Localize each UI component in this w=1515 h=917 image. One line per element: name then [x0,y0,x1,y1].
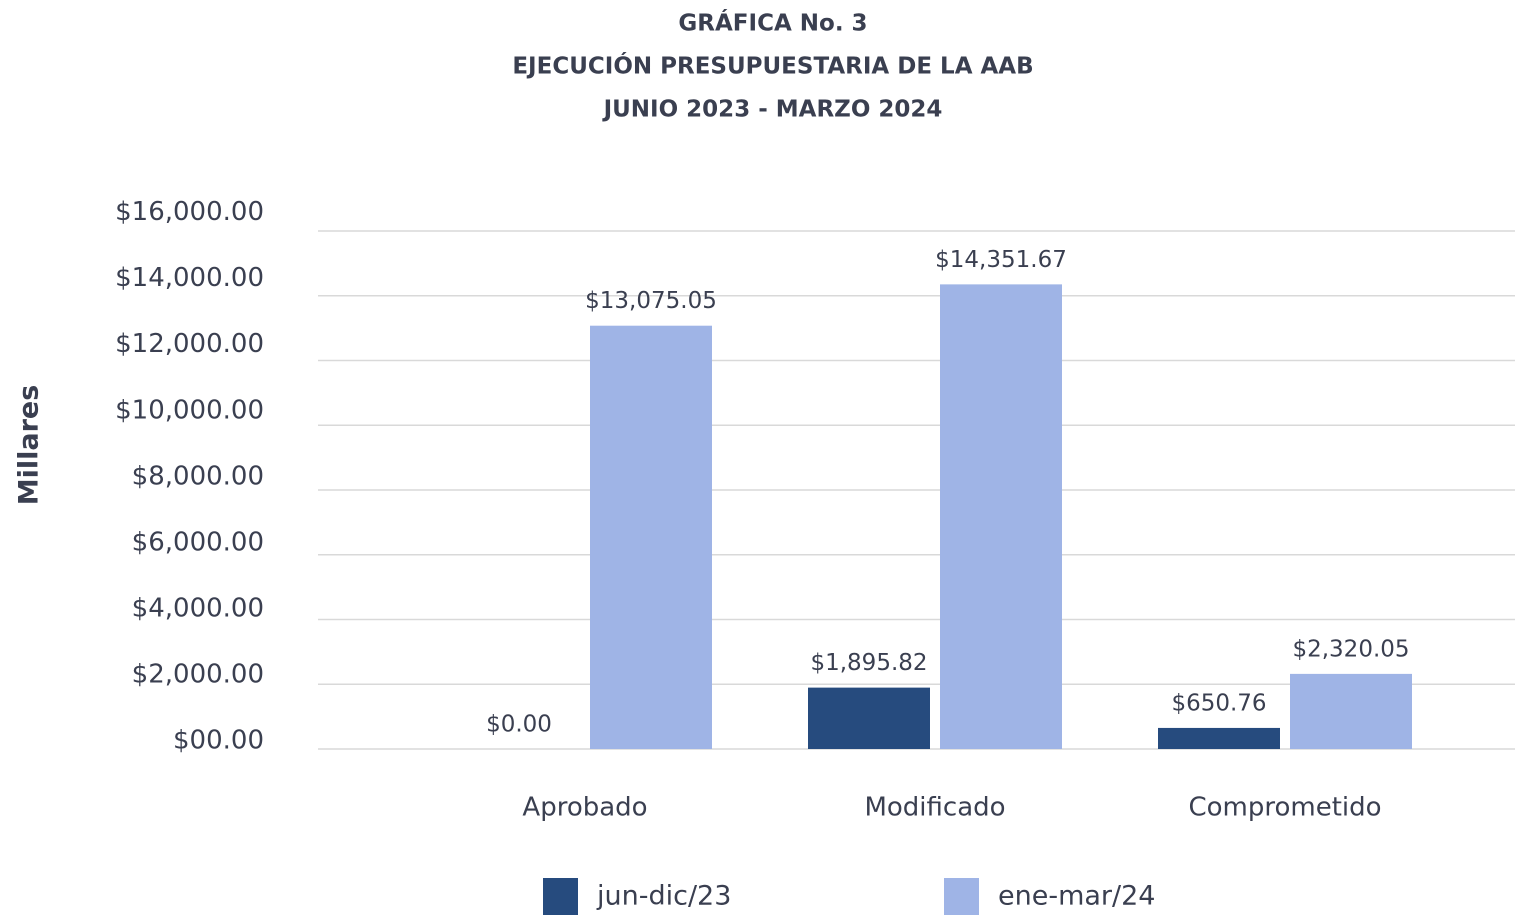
value-label: $13,075.05 [585,288,717,314]
legend-label: jun-dic/23 [596,881,731,912]
y-tick-label: $6,000.00 [132,527,264,557]
bar [808,687,930,749]
value-label: $0.00 [486,712,552,738]
value-label: $1,895.82 [810,650,927,676]
value-label: $14,351.67 [935,247,1067,273]
value-label: $2,320.05 [1292,636,1409,662]
y-tick-label: $10,000.00 [115,395,264,425]
y-tick-label: $00.00 [173,726,264,756]
y-tick-label: $12,000.00 [115,329,264,359]
y-tick-label: $8,000.00 [132,461,264,491]
bar [1158,727,1280,749]
bar [940,284,1062,749]
legend-swatch [944,878,979,915]
x-tick-label: Aprobado [522,793,647,823]
value-label: $650.76 [1171,690,1266,716]
chart-title: EJECUCIÓN PRESUPUESTARIA DE LA AAB [512,52,1033,80]
y-tick-label: $16,000.00 [115,197,264,227]
bar [1290,673,1412,749]
chart-title: JUNIO 2023 - MARZO 2024 [602,97,943,123]
y-tick-label: $4,000.00 [132,593,264,623]
bar [590,325,712,749]
x-tick-label: Comprometido [1188,793,1381,823]
chart-title: GRÁFICA No. 3 [678,9,867,37]
legend-swatch [543,878,578,915]
legend-label: ene-mar/24 [998,881,1155,912]
y-axis-title: Millares [14,385,45,506]
y-tick-label: $2,000.00 [132,659,264,689]
y-tick-label: $14,000.00 [115,263,264,293]
x-tick-label: Modificado [864,793,1005,823]
